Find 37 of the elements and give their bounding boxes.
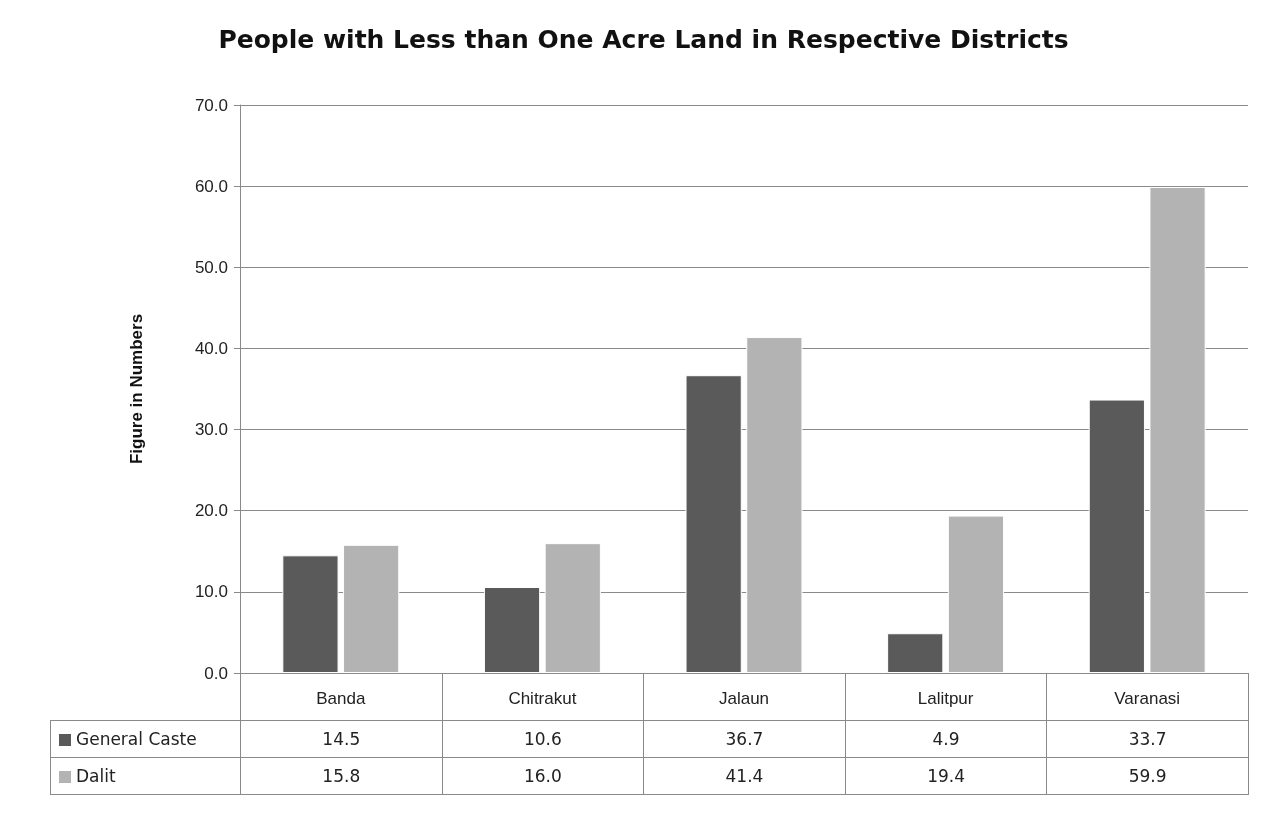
bar [887, 633, 944, 673]
bar [343, 544, 400, 673]
bar [1149, 186, 1206, 673]
y-tick-label: 10.0 [194, 582, 228, 602]
x-tick-label: Banda [316, 689, 366, 708]
y-axis-title: Figure in Numbers [127, 313, 146, 465]
data-label: 33.7 [1046, 720, 1249, 757]
chart-title: People with Less than One Acre Land in Respective Districts [218, 25, 1069, 54]
data-label: 36.7 [643, 720, 846, 757]
legend-label: Dalit [50, 757, 241, 794]
y-tick-label: 0.0 [204, 663, 228, 683]
x-tick-label: Chitrakut [508, 689, 577, 708]
y-tick-label: 60.0 [194, 176, 228, 196]
bar [544, 543, 601, 673]
data-label: 4.9 [845, 720, 1047, 757]
y-tick-label: 20.0 [194, 501, 228, 521]
data-label: 16.0 [442, 757, 644, 794]
bar [746, 337, 803, 673]
data-label: 14.5 [240, 720, 443, 757]
legend-label: General Caste [50, 720, 241, 757]
y-tick-label: 40.0 [194, 338, 228, 358]
bar [282, 555, 339, 673]
data-label: 15.8 [240, 757, 443, 794]
bar [947, 515, 1005, 673]
y-tick-label: 50.0 [194, 257, 228, 277]
y-tick-label: 30.0 [194, 420, 228, 440]
bar [685, 375, 742, 673]
data-label: 19.4 [845, 757, 1047, 794]
y-tick-label: 70.0 [194, 95, 228, 115]
bar [483, 586, 541, 673]
x-tick-label: Varanasi [1114, 689, 1181, 708]
bar [1088, 399, 1145, 673]
data-label: 59.9 [1046, 757, 1249, 794]
x-tick-label: Lalitpur [917, 689, 974, 708]
data-label: 10.6 [442, 720, 644, 757]
data-label: 41.4 [643, 757, 846, 794]
x-tick-label: Jalaun [718, 689, 770, 708]
